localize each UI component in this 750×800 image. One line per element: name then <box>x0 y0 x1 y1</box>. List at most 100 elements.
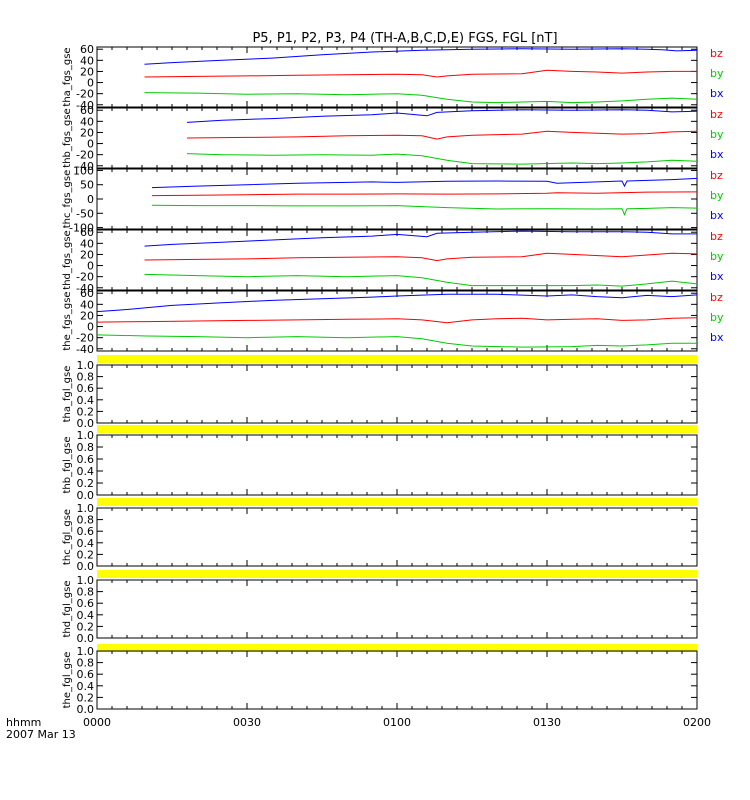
y-tick-label: 0.2 <box>77 405 95 418</box>
y-tick-label: -20 <box>76 88 94 101</box>
y-tick-label: 0 <box>87 260 94 273</box>
y-tick-label: 0.4 <box>77 394 95 407</box>
y-tick-label: 60 <box>80 287 94 300</box>
y-tick-label: 40 <box>80 237 94 250</box>
legend-label-by: by <box>710 250 724 263</box>
y-axis-label-thb_fgl_gse: thb_fgl_gse <box>62 437 73 494</box>
series-line-bz-thb_fgs_gse <box>186 109 698 123</box>
x-axis-label-hhmm: hhmm <box>6 716 41 729</box>
y-tick-label: 60 <box>80 43 94 56</box>
y-tick-label: -20 <box>76 332 94 345</box>
y-tick-label: 0.8 <box>77 586 95 599</box>
y-tick-label: 60 <box>80 104 94 117</box>
legend-label-bz: bz <box>710 47 723 60</box>
series-line-bx-thb_fgs_gse <box>186 153 698 165</box>
y-axis-label-thc_fgl_gse: thc_fgl_gse <box>62 509 73 565</box>
y-tick-label: 0.8 <box>77 371 95 384</box>
panel-frame-tha_fgl_gse <box>96 364 698 424</box>
series-line-by-thb_fgs_gse <box>186 130 698 140</box>
y-tick-label: 0.2 <box>77 620 95 633</box>
legend-label-bz: bz <box>710 108 723 121</box>
y-tick-label: 40 <box>80 115 94 128</box>
y-axis-label-thd_fgl_gse: thd_fgl_gse <box>62 581 73 638</box>
y-tick-label: 0.2 <box>77 691 95 704</box>
y-tick-label: 20 <box>80 65 94 78</box>
y-tick-label: 60 <box>80 226 94 239</box>
y-tick-label: 0.6 <box>77 525 95 538</box>
y-tick-label: 1.0 <box>77 359 95 372</box>
series-line-by-thc_fgs_gse <box>151 191 698 197</box>
y-axis-label-tha_fgs_gse: tha_fgs_gse <box>62 47 73 106</box>
flag-bar <box>97 425 697 433</box>
y-tick-label: -40 <box>76 343 94 356</box>
y-tick-label: 20 <box>80 126 94 139</box>
y-axis-label-thb_fgs_gse: thb_fgs_gse <box>62 108 73 167</box>
y-tick-label: 0.6 <box>77 382 95 395</box>
y-axis-label-the_fgl_gse: the_fgl_gse <box>62 652 73 709</box>
y-tick-label: 20 <box>80 248 94 261</box>
legend-label-by: by <box>710 128 724 141</box>
y-tick-label: 0 <box>87 193 94 206</box>
y-tick-label: 1.0 <box>77 574 95 587</box>
series-line-bz-thc_fgs_gse <box>151 177 698 189</box>
chart-title: P5, P1, P2, P3, P4 (TH-A,B,C,D,E) FGS, F… <box>252 31 557 46</box>
y-tick-label: -40 <box>76 99 94 112</box>
y-tick-label: 20 <box>80 309 94 322</box>
y-tick-label: -20 <box>76 149 94 162</box>
series-line-by-tha_fgs_gse <box>144 69 697 78</box>
flag-bar <box>97 498 697 506</box>
y-tick-label: 0 <box>87 321 94 334</box>
legend-label-bx: bx <box>710 209 724 222</box>
y-tick-label: -40 <box>76 160 94 173</box>
y-tick-label: 0.8 <box>77 514 95 527</box>
legend-label-bx: bx <box>710 87 724 100</box>
y-tick-label: 0.4 <box>77 680 95 693</box>
legend-label-bx: bx <box>710 270 724 283</box>
panel-frame-thc_fgs_gse <box>96 168 698 230</box>
series-line-by-thd_fgs_gse <box>144 252 698 262</box>
y-tick-label: 0.0 <box>77 489 95 502</box>
legend-label-bx: bx <box>710 331 724 344</box>
x-tick-label: 0030 <box>233 716 261 729</box>
flag-bar <box>97 355 697 363</box>
series-line-bx-thc_fgs_gse <box>151 204 698 216</box>
y-tick-label: 0.6 <box>77 597 95 610</box>
y-tick-label: 0.8 <box>77 441 95 454</box>
x-tick-label: 0130 <box>533 716 561 729</box>
y-tick-label: -20 <box>76 271 94 284</box>
x-axis-label-date: 2007 Mar 13 <box>6 728 76 741</box>
y-tick-label: 0.0 <box>77 560 95 573</box>
legend-label-bx: bx <box>710 148 724 161</box>
series-line-bz-tha_fgs_gse <box>144 48 698 65</box>
y-axis-label-the_fgs_gse: the_fgs_gse <box>62 291 73 350</box>
y-tick-label: 0.6 <box>77 668 95 681</box>
y-tick-label: 0.0 <box>77 632 95 645</box>
y-tick-label: 0.2 <box>77 477 95 490</box>
series-line-bx-the_fgs_gse <box>96 334 697 348</box>
y-tick-label: 0.4 <box>77 609 95 622</box>
panel-frame-the_fgl_gse <box>96 650 698 710</box>
x-tick-label: 0100 <box>383 716 411 729</box>
y-tick-label: 50 <box>80 179 94 192</box>
x-tick-label: 0000 <box>83 716 111 729</box>
series-line-bz-thd_fgs_gse <box>144 230 697 247</box>
flag-bar <box>97 570 697 578</box>
y-tick-label: 1.0 <box>77 502 95 515</box>
y-tick-label: 0.0 <box>77 417 95 430</box>
y-tick-label: -100 <box>69 222 94 235</box>
y-axis-label-thc_fgs_gse: thc_fgs_gse <box>62 170 73 229</box>
y-tick-label: 0.0 <box>77 703 95 716</box>
panel-frame-thd_fgl_gse <box>96 579 698 639</box>
legend-label-by: by <box>710 311 724 324</box>
y-tick-label: 0.4 <box>77 465 95 478</box>
y-tick-label: 100 <box>73 164 94 177</box>
y-tick-label: 0.4 <box>77 537 95 550</box>
series-line-bz-the_fgs_gse <box>96 293 698 313</box>
y-tick-label: 0 <box>87 77 94 90</box>
flag-bar <box>97 644 697 652</box>
x-tick-label: 0200 <box>683 716 711 729</box>
y-tick-label: 0.8 <box>77 657 95 670</box>
legend-label-bz: bz <box>710 230 723 243</box>
